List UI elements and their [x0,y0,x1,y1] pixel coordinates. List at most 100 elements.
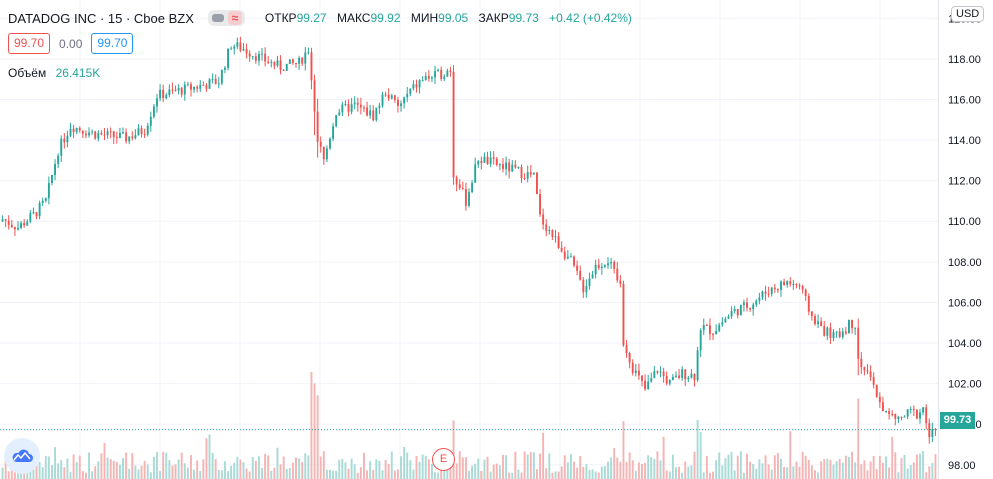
volume-bar [854,462,857,479]
volume-bar [795,461,798,479]
candle-body [347,104,350,112]
volume-bar [881,462,884,479]
candle-body [449,70,452,72]
volume-bar [208,434,211,479]
candle-body [668,380,671,384]
volume-bar [267,455,270,479]
volume-value: 26.415K [55,66,101,80]
candle-body [712,334,714,336]
volume-bar [69,472,72,479]
candle-body [817,321,820,325]
candle-body [452,71,455,178]
volume-bar [641,463,643,479]
volume-bar [832,464,835,479]
volume-bar [563,455,566,479]
volume-bar [820,461,823,479]
earnings-badge[interactable]: E [432,448,455,471]
volume-bar [848,456,850,479]
candle-body [434,70,436,78]
candle-body [498,164,501,166]
volume-bar [421,454,424,479]
candle-body [168,89,171,96]
volume-bar [925,472,928,479]
candle-body [551,229,554,237]
volume-bar [449,461,452,479]
candle-body [369,110,372,116]
price-axis-tick: 102.00 [948,379,982,391]
wave-icon[interactable]: ≈ [227,11,242,25]
tradingview-logo[interactable] [4,438,40,474]
volume-bar [75,462,78,479]
candle-body [230,48,233,50]
volume-bar [613,448,616,479]
volume-bar [38,462,41,479]
volume-bar [869,461,872,479]
candle-body [94,131,97,139]
volume-bar [393,470,396,479]
candle-body [681,369,684,379]
volume-bar [928,466,931,479]
candle-body [183,84,186,95]
volume-bar [329,469,331,479]
volume-bar [644,462,647,479]
volume-bar [230,465,233,479]
volume-bar [495,463,498,479]
volume-bar [798,466,801,479]
volume-bar [810,465,813,479]
volume-bar [823,459,826,479]
volume-bar [653,458,656,479]
candle-body [125,132,128,142]
volume-bar [742,472,745,479]
candle-body [387,94,390,99]
volume-bar [637,462,640,479]
volume-bar [529,452,532,479]
candle-body [458,184,461,189]
volume-bar [801,451,804,479]
volume-bar [282,456,285,479]
volume-bar [684,461,687,479]
volume-bar [705,456,708,479]
low-label: МИН [410,11,439,25]
candle-body [529,172,532,175]
price-axis-tick: 112.00 [948,176,981,188]
candle-body [730,311,733,317]
volume-bar [739,451,742,479]
volume-bar [35,458,38,479]
volume-bar [857,398,860,479]
symbol-title[interactable]: DATADOG INC · 15 · Cboe BZX [8,10,194,26]
buy-price-button[interactable]: 99.70 [91,33,134,54]
volume-bar [72,454,75,479]
volume-bar [838,459,841,479]
candle-body [440,69,443,79]
volume-bar [134,465,137,479]
candle-body [344,104,347,106]
volume-bar [582,467,585,479]
volume-bar [650,457,653,479]
candle-body [390,95,393,99]
volume-bar [406,452,409,479]
candle-body [566,256,569,259]
price-axis-tick: 116.00 [948,94,981,106]
candle-body [671,376,674,381]
volume-bar [214,459,217,479]
candle-body [854,327,857,329]
currency-button[interactable]: USD [951,6,985,22]
candle-body [739,305,742,316]
volume-bar [409,460,412,479]
volume-bar [434,472,436,479]
candle-body [60,138,63,156]
volume-bar [783,466,786,479]
visibility-toggle[interactable]: ≈ [207,10,245,26]
candle-body [659,371,662,373]
volume-bar [353,464,356,479]
volume-bar [634,470,637,479]
candle-body [705,325,708,327]
volume-bar [566,462,569,479]
candle-body [579,270,582,280]
candle-body [35,212,38,217]
volume-bar [159,471,162,479]
candle-body [594,264,597,275]
candle-body [888,410,891,415]
sell-price-button[interactable]: 99.70 [8,33,51,54]
